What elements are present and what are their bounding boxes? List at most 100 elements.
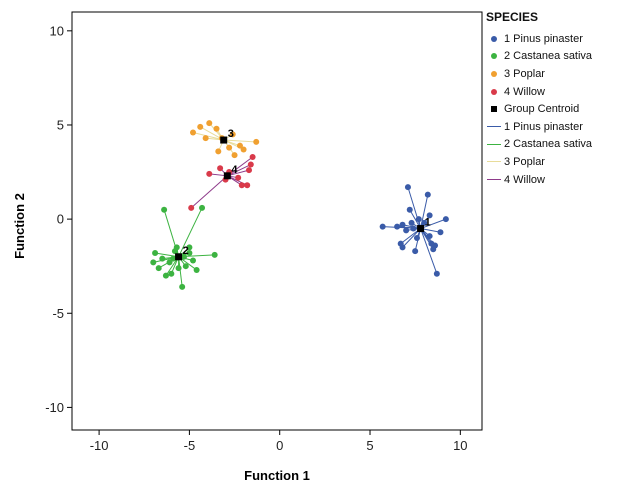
x-tick-label: 0 xyxy=(276,438,283,453)
data-point xyxy=(206,120,213,127)
data-point xyxy=(408,219,415,226)
legend-dot-marker xyxy=(486,86,502,98)
legend-label: 1 Pinus pinaster xyxy=(504,120,583,133)
legend-square-marker xyxy=(486,103,502,115)
connector-line xyxy=(178,256,183,287)
legend-dot-marker xyxy=(486,33,502,45)
legend-item: 4 Willow xyxy=(486,83,624,101)
legend-label: Group Centroid xyxy=(504,103,580,116)
data-point xyxy=(199,204,206,211)
y-tick-label: -5 xyxy=(52,306,64,321)
data-point xyxy=(249,153,256,160)
data-point xyxy=(404,184,411,191)
connector-line xyxy=(420,218,447,230)
data-point xyxy=(173,244,180,251)
legend-line-swatch xyxy=(486,138,502,150)
data-point xyxy=(197,123,204,130)
data-point xyxy=(190,129,197,136)
legend-line-swatch xyxy=(486,174,502,186)
data-point xyxy=(213,125,220,132)
y-tick-label: 0 xyxy=(57,212,64,227)
legend-item: 4 Willow xyxy=(486,171,624,189)
group-centroid-marker xyxy=(223,172,231,180)
data-point xyxy=(162,272,169,279)
data-point xyxy=(421,219,428,226)
data-point xyxy=(406,206,413,213)
data-point xyxy=(170,255,177,262)
legend-items: 1 Pinus pinaster 2 Castanea sativa 3 Popla… xyxy=(486,30,624,188)
group-centroid-marker xyxy=(175,253,183,261)
data-point xyxy=(155,265,162,272)
connector-line xyxy=(192,132,224,141)
x-tick-label: 10 xyxy=(453,438,467,453)
data-point xyxy=(211,251,218,258)
data-point xyxy=(410,225,417,232)
legend-label: 4 Willow xyxy=(504,85,545,98)
legend-item: 2 Castanea sativa xyxy=(486,136,624,154)
data-point xyxy=(424,191,431,198)
connector-line xyxy=(190,175,228,209)
group-centroids: 1 2 3 4 xyxy=(175,128,431,261)
x-axis-title: Function 1 xyxy=(244,468,310,483)
data-point xyxy=(426,233,433,240)
connector-line xyxy=(420,228,438,274)
data-point xyxy=(437,229,444,236)
data-point xyxy=(235,174,242,181)
data-point xyxy=(442,216,449,223)
x-tick-label: 5 xyxy=(366,438,373,453)
legend-label: 2 Castanea sativa xyxy=(504,138,593,151)
legend-label: 4 Willow xyxy=(504,173,545,186)
data-point xyxy=(159,255,166,262)
data-point xyxy=(215,148,222,155)
x-tick-label: -10 xyxy=(90,438,109,453)
legend-label: 3 Poplar xyxy=(504,67,545,80)
data-point xyxy=(412,248,419,255)
legend-item: 1 Pinus pinaster xyxy=(486,118,624,136)
legend-label: 3 Poplar xyxy=(504,155,545,168)
data-point xyxy=(246,167,253,174)
y-axis-title: Function 2 xyxy=(12,193,27,259)
data-point xyxy=(379,223,386,230)
data-point xyxy=(179,283,186,290)
data-point xyxy=(415,216,422,223)
data-point xyxy=(413,234,420,241)
x-axis-ticks: -10 -5 0 5 10 xyxy=(90,430,468,453)
data-points xyxy=(150,120,449,290)
legend-label: 2 Castanea sativa xyxy=(504,50,593,63)
centroid-label: 3 xyxy=(228,128,234,140)
legend-label: 1 Pinus pinaster xyxy=(504,32,583,45)
data-point xyxy=(202,135,209,142)
data-point xyxy=(394,223,401,230)
legend-title: SPECIES xyxy=(486,10,539,24)
data-point xyxy=(229,131,236,138)
x-tick-label: -5 xyxy=(184,438,196,453)
data-point xyxy=(433,270,440,277)
legend-item: Group Centroid xyxy=(486,100,624,118)
legend-item: 2 Castanea sativa xyxy=(486,48,624,66)
y-tick-label: -10 xyxy=(45,400,64,415)
group-centroid-marker xyxy=(220,136,228,144)
data-point xyxy=(186,250,193,257)
data-point xyxy=(193,266,200,273)
data-point xyxy=(399,244,406,251)
data-point xyxy=(432,242,439,249)
data-point xyxy=(238,182,245,189)
data-point xyxy=(190,257,197,264)
data-point xyxy=(161,206,168,213)
data-point xyxy=(253,138,260,145)
centroid-label: 1 xyxy=(425,217,431,229)
data-point xyxy=(231,152,238,159)
data-point xyxy=(244,182,251,189)
data-point xyxy=(226,144,233,151)
connector-line xyxy=(227,169,250,177)
legend-line-swatch xyxy=(486,156,502,168)
legend-line-swatch xyxy=(486,121,502,133)
data-point xyxy=(168,270,175,277)
data-point xyxy=(152,250,159,257)
data-point xyxy=(188,204,195,211)
connector-line xyxy=(178,207,203,257)
data-point xyxy=(206,170,213,177)
legend-item: 3 Poplar xyxy=(486,65,624,83)
legend: SPECIES 1 Pinus pinaster 2 Castanea sativ… xyxy=(486,10,624,188)
